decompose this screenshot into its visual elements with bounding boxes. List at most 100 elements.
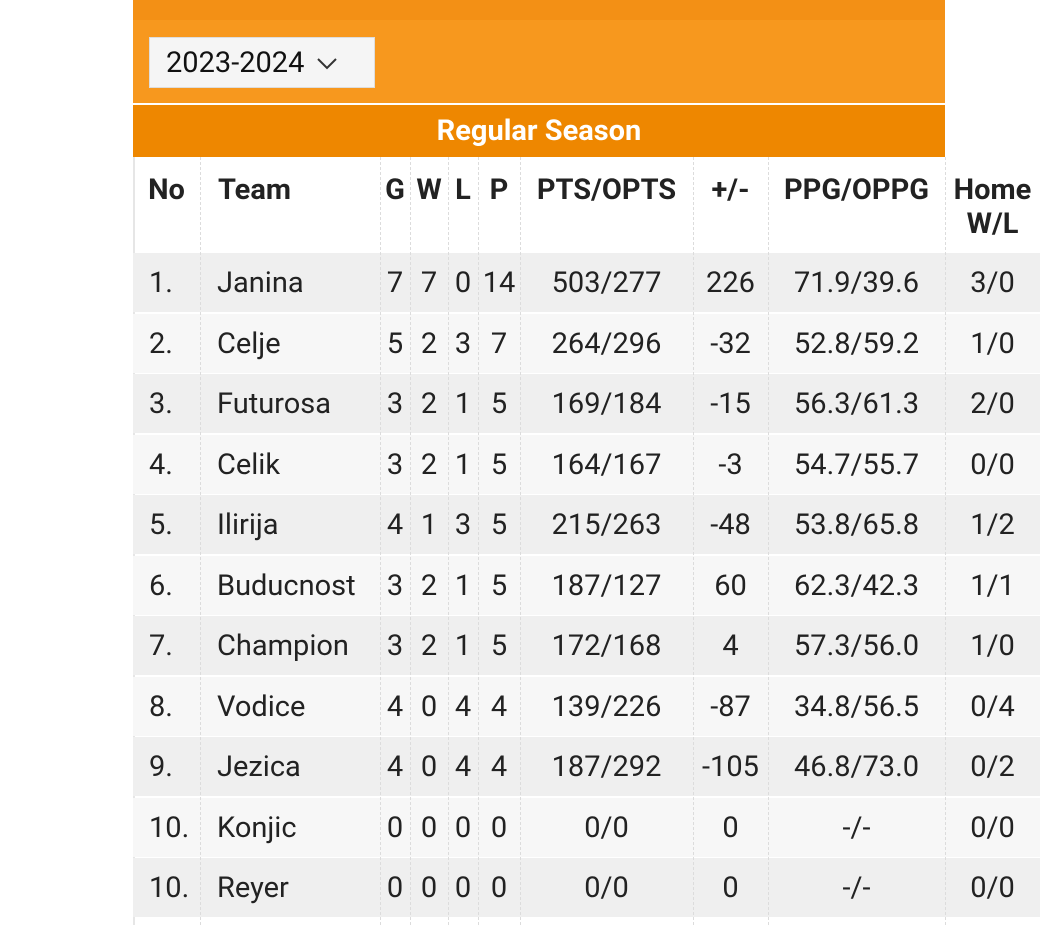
- column-separator: [200, 157, 201, 925]
- table-cell: 3: [386, 387, 404, 421]
- table-cell: 14: [482, 266, 516, 300]
- table-cell: 5: [490, 629, 508, 663]
- table-cell: 9.: [149, 750, 173, 784]
- table-cell: -48: [710, 508, 751, 542]
- table-cell: 0: [420, 871, 438, 905]
- table-cell: 57.3/56.0: [793, 629, 920, 663]
- table-cell: 0: [386, 871, 404, 905]
- table-cell: 0/0: [584, 871, 629, 905]
- table-cell: -3: [718, 447, 743, 482]
- row-background: [133, 858, 1040, 917]
- table-cell: 1: [454, 387, 472, 421]
- table-cell: 0: [454, 871, 472, 905]
- table-cell: 7: [420, 266, 438, 300]
- column-header: Home W/L: [953, 173, 1032, 241]
- table-cell: 3: [386, 447, 404, 482]
- table-cell: 0: [490, 871, 508, 905]
- table-cell: 1/2: [970, 508, 1015, 542]
- table-cell: 7.: [149, 629, 173, 663]
- table-cell: 4: [490, 750, 508, 784]
- table-cell: -105: [702, 750, 759, 784]
- table-cell: 187/127: [551, 568, 662, 603]
- table-cell: 54.7/55.7: [793, 447, 920, 482]
- table-cell: -15: [710, 387, 751, 421]
- table-cell: -87: [710, 689, 751, 724]
- table-cell: 2.: [149, 326, 173, 361]
- column-separator: [410, 157, 411, 925]
- row-background: [133, 676, 1040, 736]
- row-background: [133, 737, 1040, 796]
- team-name: Celik: [217, 447, 281, 482]
- table-cell: 2: [420, 629, 438, 663]
- season-select[interactable]: 2023-2024: [149, 37, 375, 88]
- table-cell: 2: [420, 387, 438, 421]
- table-cell: 0: [386, 810, 404, 845]
- table-cell: 6.: [149, 568, 173, 603]
- table-cell: 0/0: [970, 810, 1015, 845]
- column-header: W: [416, 173, 442, 207]
- column-header: +/-: [711, 173, 750, 207]
- team-name: Futurosa: [217, 387, 332, 421]
- column-header: Team: [218, 173, 291, 207]
- table-cell: 52.8/59.2: [793, 326, 920, 361]
- column-separator: [945, 157, 946, 925]
- team-name: Jezica: [217, 750, 301, 784]
- row-background: [133, 495, 1040, 554]
- column-separator: [768, 157, 769, 925]
- table-cell: 4: [454, 750, 472, 784]
- table-cell: 56.3/61.3: [793, 387, 920, 421]
- table-cell: 0: [490, 810, 508, 845]
- table-cell: 7: [386, 266, 404, 300]
- column-header: No: [148, 173, 185, 207]
- table-cell: 1: [454, 568, 472, 603]
- table-cell: 2: [420, 326, 438, 361]
- column-header: PPG/OPPG: [783, 173, 930, 207]
- team-name: Champion: [217, 629, 349, 663]
- table-cell: 3: [386, 629, 404, 663]
- row-background: [133, 797, 1040, 857]
- table-cell: 5: [490, 447, 508, 482]
- table-cell: 5: [490, 568, 508, 603]
- row-background: [133, 434, 1040, 494]
- table-cell: 3: [386, 568, 404, 603]
- table-cell: 4: [386, 750, 404, 784]
- team-name: Ilirija: [217, 508, 279, 542]
- table-cell: 1/0: [970, 629, 1015, 663]
- table-cell: 4: [386, 689, 404, 724]
- team-name: Reyer: [217, 871, 289, 905]
- season-value: 2023-2024: [166, 45, 305, 80]
- table-cell: 4: [386, 508, 404, 542]
- table-cell: 0: [420, 689, 438, 724]
- table-cell: 7: [490, 326, 508, 361]
- table-cell: 2: [420, 447, 438, 482]
- table-cell: 3/0: [970, 266, 1015, 300]
- table-cell: 4.: [149, 447, 173, 482]
- table-cell: 0/0: [584, 810, 629, 845]
- table-cell: 46.8/73.0: [793, 750, 920, 784]
- table-cell: 2/0: [970, 387, 1015, 421]
- table-cell: 187/292: [551, 750, 662, 784]
- table-cell: -/-: [842, 871, 871, 905]
- table-cell: 0/0: [970, 871, 1015, 905]
- table-cell: 2: [420, 568, 438, 603]
- row-background: [133, 253, 1040, 312]
- column-separator: [693, 157, 694, 925]
- table-cell: 1: [420, 508, 438, 542]
- table-cell: 5.: [149, 508, 173, 542]
- table-cell: 8.: [149, 689, 173, 724]
- table-cell: 215/263: [551, 508, 662, 542]
- team-name: Konjic: [217, 810, 297, 845]
- column-header: G: [385, 173, 405, 207]
- row-background: [133, 374, 1040, 433]
- section-title: Regular Season: [133, 105, 945, 157]
- table-cell: 164/167: [551, 447, 662, 482]
- table-cell: 0: [420, 810, 438, 845]
- column-separator: [380, 157, 381, 925]
- table-cell: 10.: [149, 871, 190, 905]
- table-cell: 34.8/56.5: [793, 689, 920, 724]
- table-cell: 139/226: [551, 689, 662, 724]
- table-cell: 0: [454, 266, 472, 300]
- team-name: Buducnost: [217, 568, 356, 603]
- table-cell: 5: [490, 508, 508, 542]
